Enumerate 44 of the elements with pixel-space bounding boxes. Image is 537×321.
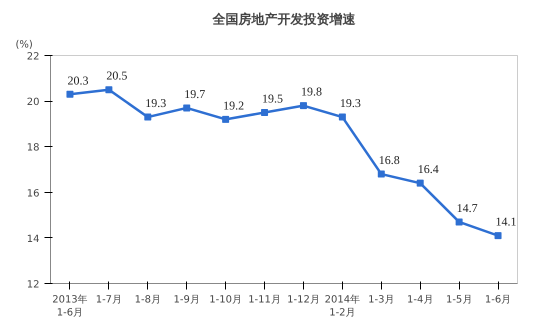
x-tick-label: 1-6月	[484, 294, 512, 306]
point	[416, 180, 424, 187]
point	[494, 232, 502, 240]
y-tick-label: 22	[26, 52, 40, 62]
point	[261, 109, 268, 116]
data-label: 16.8	[378, 153, 400, 168]
point	[378, 170, 385, 178]
data-label: 20.5	[106, 68, 128, 83]
point	[222, 116, 230, 123]
data-label: 16.4	[418, 162, 439, 176]
y-tick-label: 16	[26, 188, 40, 200]
chart-title: 全国房地产开发投资增速	[212, 12, 356, 28]
x-tick-label: 1-11月	[248, 294, 281, 306]
x-tick-label: 2013年 1-6月	[52, 294, 88, 319]
data-label: 19.3	[340, 96, 361, 110]
data-label: 14.7	[456, 200, 478, 215]
point	[144, 114, 152, 121]
x-tick-label: 1-5月	[446, 294, 472, 306]
data-label: 19.8	[300, 84, 322, 99]
x-tick-label: 1-7月	[96, 294, 122, 306]
point	[300, 102, 307, 110]
point	[183, 104, 190, 112]
data-label: 19.2	[223, 98, 244, 112]
data-label: 19.5	[262, 92, 284, 106]
y-tick-label: 20	[26, 97, 40, 108]
data-label: 19.7	[184, 86, 206, 101]
data-label: 20.3	[67, 73, 88, 88]
x-tick-label: 1-8月	[134, 294, 161, 306]
x-tick-label: 2014年 1-2月	[324, 294, 360, 319]
data-label: 14.1	[496, 214, 517, 229]
point	[66, 90, 74, 98]
y-tick-label: 18	[26, 142, 40, 154]
x-tick-label: 1-10月	[209, 294, 242, 306]
x-tick-label: 1-12月	[287, 294, 320, 306]
y-axis-title: (%)	[16, 40, 33, 50]
x-tick-label: 1-9月	[174, 294, 200, 306]
point	[105, 86, 112, 94]
point	[338, 114, 346, 121]
y-tick-label: 12	[26, 280, 40, 290]
x-tick-label: 1-3月	[368, 294, 394, 306]
data-label: 19.3	[145, 96, 166, 110]
x-tick-label: 1-4月	[407, 294, 434, 306]
y-tick-label: 14	[26, 234, 40, 245]
point	[456, 218, 463, 226]
